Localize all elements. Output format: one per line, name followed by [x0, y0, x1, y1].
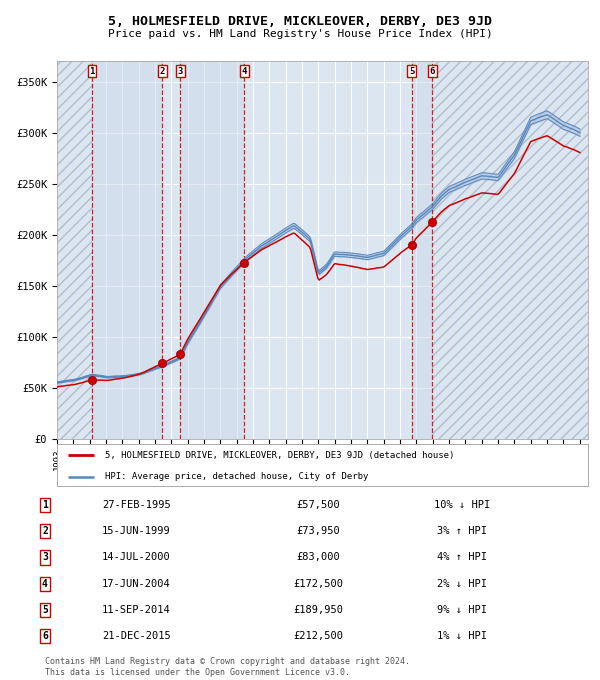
Text: £83,000: £83,000 [296, 552, 340, 562]
Text: 6: 6 [42, 631, 48, 641]
Text: 2% ↓ HPI: 2% ↓ HPI [437, 579, 487, 589]
Bar [92, 61, 163, 439]
Text: 3: 3 [42, 552, 48, 562]
Text: 4% ↑ HPI: 4% ↑ HPI [437, 552, 487, 562]
Text: Price paid vs. HM Land Registry's House Price Index (HPI): Price paid vs. HM Land Registry's House … [107, 29, 493, 39]
Text: 1: 1 [42, 500, 48, 510]
Text: 5: 5 [409, 67, 414, 76]
Text: £73,950: £73,950 [296, 526, 340, 536]
Text: 6: 6 [430, 67, 435, 76]
Text: 2: 2 [160, 67, 165, 76]
Bar [57, 61, 92, 439]
Text: 4: 4 [42, 579, 48, 589]
Text: 21-DEC-2015: 21-DEC-2015 [102, 631, 171, 641]
Bar [432, 61, 588, 439]
Bar [412, 61, 432, 439]
Text: HPI: Average price, detached house, City of Derby: HPI: Average price, detached house, City… [105, 473, 368, 481]
Text: £212,500: £212,500 [293, 631, 343, 641]
Text: 4: 4 [242, 67, 247, 76]
Text: 1: 1 [89, 67, 95, 76]
Text: 9% ↓ HPI: 9% ↓ HPI [437, 605, 487, 615]
Text: 1% ↓ HPI: 1% ↓ HPI [437, 631, 487, 641]
Bar [180, 61, 244, 439]
Text: 2: 2 [42, 526, 48, 536]
Text: 5: 5 [42, 605, 48, 615]
Text: 11-SEP-2014: 11-SEP-2014 [102, 605, 171, 615]
Text: 17-JUN-2004: 17-JUN-2004 [102, 579, 171, 589]
Text: 14-JUL-2000: 14-JUL-2000 [102, 552, 171, 562]
Text: 3: 3 [178, 67, 183, 76]
Text: Contains HM Land Registry data © Crown copyright and database right 2024.
This d: Contains HM Land Registry data © Crown c… [45, 657, 410, 677]
Text: 3% ↑ HPI: 3% ↑ HPI [437, 526, 487, 536]
Text: £57,500: £57,500 [296, 500, 340, 510]
Text: 15-JUN-1999: 15-JUN-1999 [102, 526, 171, 536]
Text: 10% ↓ HPI: 10% ↓ HPI [434, 500, 490, 510]
Text: £172,500: £172,500 [293, 579, 343, 589]
Text: 5, HOLMESFIELD DRIVE, MICKLEOVER, DERBY, DE3 9JD: 5, HOLMESFIELD DRIVE, MICKLEOVER, DERBY,… [108, 15, 492, 28]
Text: £189,950: £189,950 [293, 605, 343, 615]
Text: 27-FEB-1995: 27-FEB-1995 [102, 500, 171, 510]
Text: 5, HOLMESFIELD DRIVE, MICKLEOVER, DERBY, DE3 9JD (detached house): 5, HOLMESFIELD DRIVE, MICKLEOVER, DERBY,… [105, 451, 454, 460]
